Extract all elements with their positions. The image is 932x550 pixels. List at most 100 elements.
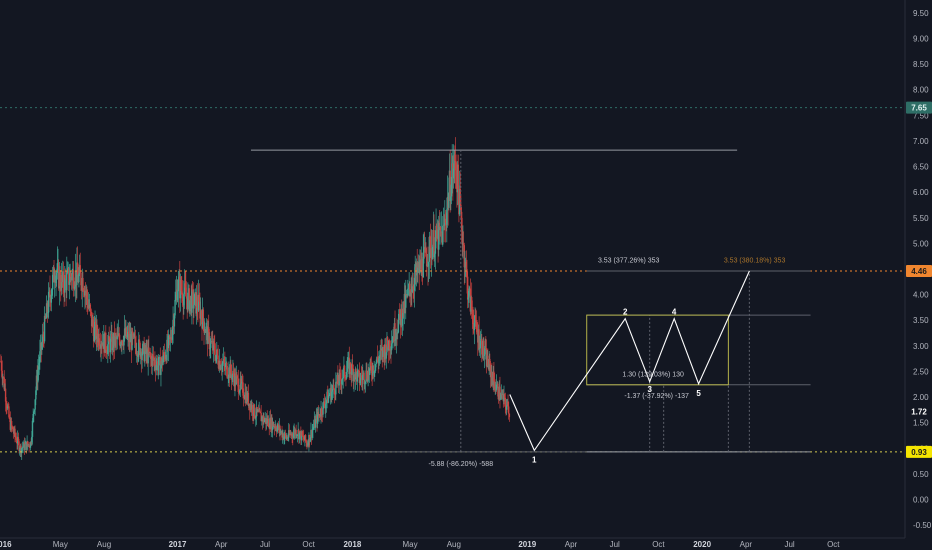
candle-body-235: [158, 357, 160, 366]
candle-body-558: [375, 362, 377, 365]
candle-body-527: [354, 369, 357, 380]
candle-body-222: [149, 352, 151, 357]
candle-body-374: [251, 405, 254, 415]
candle-body-554: [372, 365, 375, 374]
candle-body-88: [59, 272, 61, 287]
candle-body-464: [312, 428, 314, 431]
candle-body-207: [139, 342, 141, 357]
candle-body-711: [478, 329, 480, 349]
candle-body-460: [309, 437, 311, 442]
time-axis[interactable]: 2016 May Aug 2017 Apr Jul Oct 2018 May Aug 2019 Apr…: [0, 537, 932, 550]
candle-body-565: [380, 349, 382, 351]
candle-body-109: [73, 288, 75, 290]
candle-body-587: [394, 339, 397, 341]
price-axis[interactable]: 9.50 9.00 8.50 8.00 7.50 7.00 6.50 6.00 5.50 5.00…: [904, 0, 932, 538]
candle-body-119: [80, 272, 82, 286]
candle-body-268: [180, 280, 182, 291]
candle-body-409: [275, 426, 277, 430]
candle-body-326: [219, 360, 221, 370]
candle-body-116: [78, 273, 80, 283]
candle-body-55: [37, 369, 39, 383]
candle-body-435: [292, 433, 295, 438]
candle-body-220: [148, 347, 150, 354]
candle-body-477: [321, 408, 323, 415]
candle-body-673: [452, 168, 455, 179]
candle-body-644: [433, 230, 435, 258]
candle-body-605: [407, 288, 409, 296]
price-tick-label-15: 2.00: [913, 393, 929, 402]
candle-body-310: [208, 332, 211, 350]
candle-body-114: [76, 262, 79, 275]
candle-body-368: [247, 392, 250, 406]
candle-body-546: [367, 370, 369, 382]
candle-body-106: [71, 272, 73, 281]
candle-body-330: [222, 362, 224, 364]
candle-body-90: [60, 275, 63, 291]
price-tick-label-19: 0.00: [913, 496, 929, 505]
candle-body-66: [44, 315, 46, 319]
candle-body-642: [431, 246, 434, 260]
candle-body-255: [171, 328, 174, 340]
candle-body-550: [370, 362, 372, 367]
candle-body-352: [236, 376, 239, 379]
candle-body-386: [259, 411, 262, 414]
candle-body-200: [134, 336, 137, 346]
candle-body-744: [500, 393, 502, 399]
time-tick-label-14: 2020: [693, 540, 711, 549]
candle-body-23: [15, 438, 18, 443]
candle-body-713: [479, 340, 482, 349]
candle-body-423: [284, 433, 287, 436]
candle-body-67: [45, 317, 47, 319]
time-tick-label-13: Oct: [652, 540, 665, 549]
measure-annotation-3: 1.30 (139.03%) 130: [622, 372, 684, 379]
candle-body-344: [231, 375, 233, 380]
candle-body-39: [26, 441, 28, 450]
time-tick-label-6: Oct: [302, 540, 315, 549]
candle-body-357: [240, 378, 242, 384]
candle-body-496: [333, 388, 336, 395]
price-tag-3: [906, 445, 932, 458]
candle-body-666: [448, 192, 450, 208]
candle-body-693: [466, 269, 468, 277]
candle-body-661: [444, 218, 447, 224]
candle-body-135: [90, 311, 93, 327]
candle-body-674: [453, 154, 455, 169]
candle-body-708: [476, 329, 478, 333]
candle-body-288: [193, 294, 196, 305]
candle-body-98: [66, 272, 68, 291]
candle-body-557: [374, 364, 377, 371]
candle-body-110: [74, 286, 76, 289]
wave-projection-path[interactable]: [509, 270, 750, 452]
candle-body-28: [19, 450, 21, 452]
candle-body-49: [33, 412, 35, 415]
candle-body-450: [302, 436, 305, 440]
candle-body-620: [417, 267, 419, 274]
candle-body-332: [223, 358, 225, 363]
candle-body-684: [460, 204, 462, 212]
candle-body-133: [89, 304, 92, 310]
time-axis-background: [0, 538, 932, 550]
candle-body-695: [467, 297, 470, 300]
candle-body-391: [263, 416, 265, 422]
candle-body-272: [183, 294, 185, 306]
price-tag-label-1: 4.46: [911, 267, 927, 276]
candle-body-196: [132, 331, 134, 337]
candle-body-62: [41, 334, 44, 343]
candle-body-161: [108, 335, 110, 342]
candle-body-183: [123, 336, 125, 346]
candle-body-742: [499, 386, 501, 400]
candle-body-652: [438, 222, 441, 231]
candle-body-733: [493, 371, 495, 382]
candle-body-274: [184, 283, 186, 288]
candle-body-420: [282, 433, 285, 440]
candle-body-748: [503, 394, 505, 402]
candle-body-210: [141, 353, 143, 361]
candle-body-628: [422, 252, 424, 278]
candle-body-754: [507, 401, 509, 407]
candle-body-70: [47, 312, 49, 314]
range-rectangle[interactable]: [586, 314, 729, 386]
candle-body-646: [434, 237, 437, 254]
candle-body-134: [90, 309, 92, 312]
